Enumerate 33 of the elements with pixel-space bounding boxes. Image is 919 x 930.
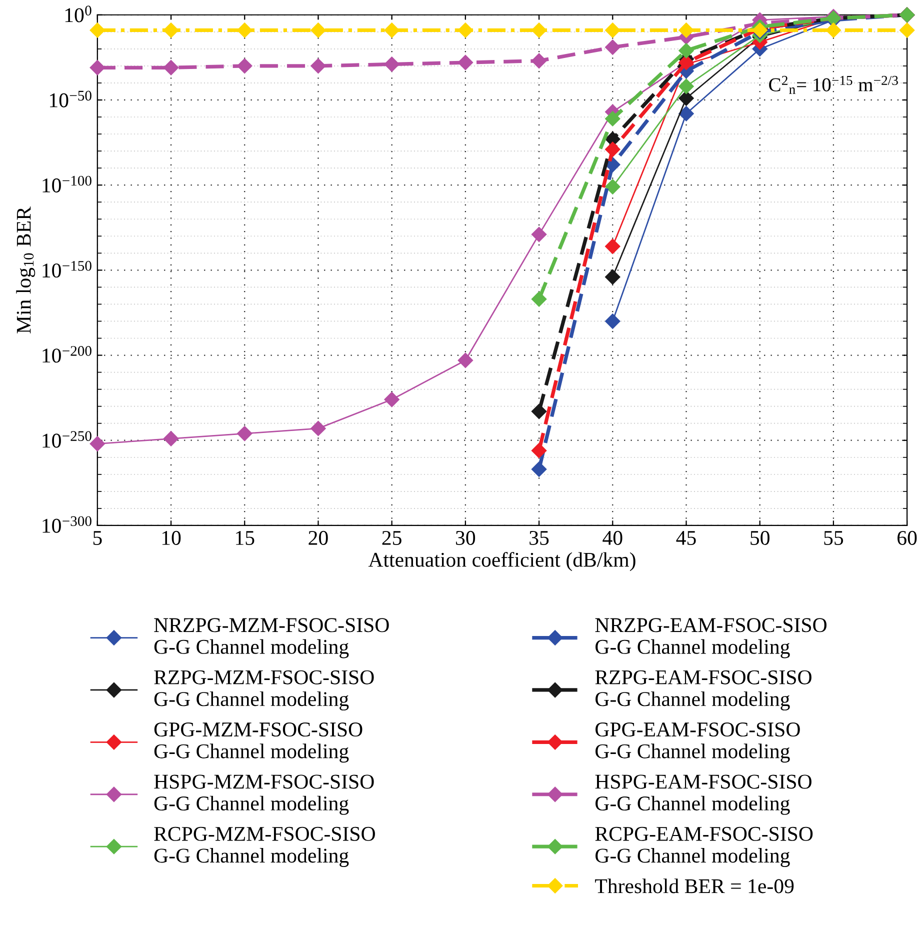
y-tick-label: 10$^{−250}$ bbox=[42, 431, 92, 448]
y-tick-label: 10$^{0}$ bbox=[65, 6, 92, 22]
y-tick-label: 10$^{−200}$ bbox=[42, 346, 92, 363]
x-tick-label: 40 bbox=[602, 530, 622, 545]
y-tick-label: 10$^{−150}$ bbox=[42, 260, 92, 278]
y-tick-label: 10$^{−300}$ bbox=[42, 516, 92, 533]
legend-label: HSPG-EAM-FSOC-SISO G-G Channel modeling bbox=[595, 774, 812, 815]
legend-label: NRZPG-MZM-FSOC-SISO G-G Channel modeling bbox=[154, 618, 389, 658]
legend-label: RCPG-MZM-FSOC-SISO G-G Channel modeling bbox=[154, 826, 375, 867]
x-tick-label: 35 bbox=[530, 530, 549, 545]
y-tick-label: 10$^{−100}$ bbox=[42, 176, 92, 192]
legend-label: GPG-EAM-FSOC-SISO G-G Channel modeling bbox=[596, 722, 800, 763]
x-tick-label: 20 bbox=[308, 530, 328, 545]
legend-label: GPG-MZM-FSOC-SISO G-G Channel modeling bbox=[154, 722, 362, 763]
x-tick-label: 25 bbox=[382, 530, 402, 545]
legend-label: NRZPG-EAM-FSOC-SISO G-G Channel modeling bbox=[595, 618, 826, 658]
legend-label: Threshold BER = 1e-09 bbox=[595, 878, 794, 894]
x-tick-label: 10 bbox=[162, 530, 181, 545]
x-tick-label: 45 bbox=[676, 531, 696, 545]
x-tick-label: 30 bbox=[456, 530, 476, 545]
x-axis-title: Attenuation coefficient (dB/km) bbox=[368, 552, 636, 572]
x-tick-label: 55 bbox=[824, 531, 844, 545]
legend-label: RCPG-EAM-FSOC-SISO G-G Channel modeling bbox=[595, 826, 813, 867]
y-tick-label: 10$^{−50}$ bbox=[50, 90, 92, 108]
x-tick-label: 15 bbox=[236, 531, 254, 545]
x-tick-label: 5 bbox=[93, 531, 102, 545]
legend-label: RZPG-MZM-FSOC-SISO G-G Channel modeling bbox=[154, 670, 374, 710]
x-tick-label: 50 bbox=[750, 530, 770, 545]
legend-label: RZPG-EAM-FSOC-SISO G-G Channel modeling bbox=[595, 670, 812, 710]
legend-label: HSPG-MZM-FSOC-SISO G-G Channel modeling bbox=[154, 774, 374, 815]
x-tick-label: 60 bbox=[898, 530, 917, 545]
y-axis-title: Min log$_{10}$ BER bbox=[16, 206, 36, 334]
annotation: C$^{2}$$_{n}$= 10$^{−15}$ m$^{−2/3}$ bbox=[769, 76, 898, 94]
